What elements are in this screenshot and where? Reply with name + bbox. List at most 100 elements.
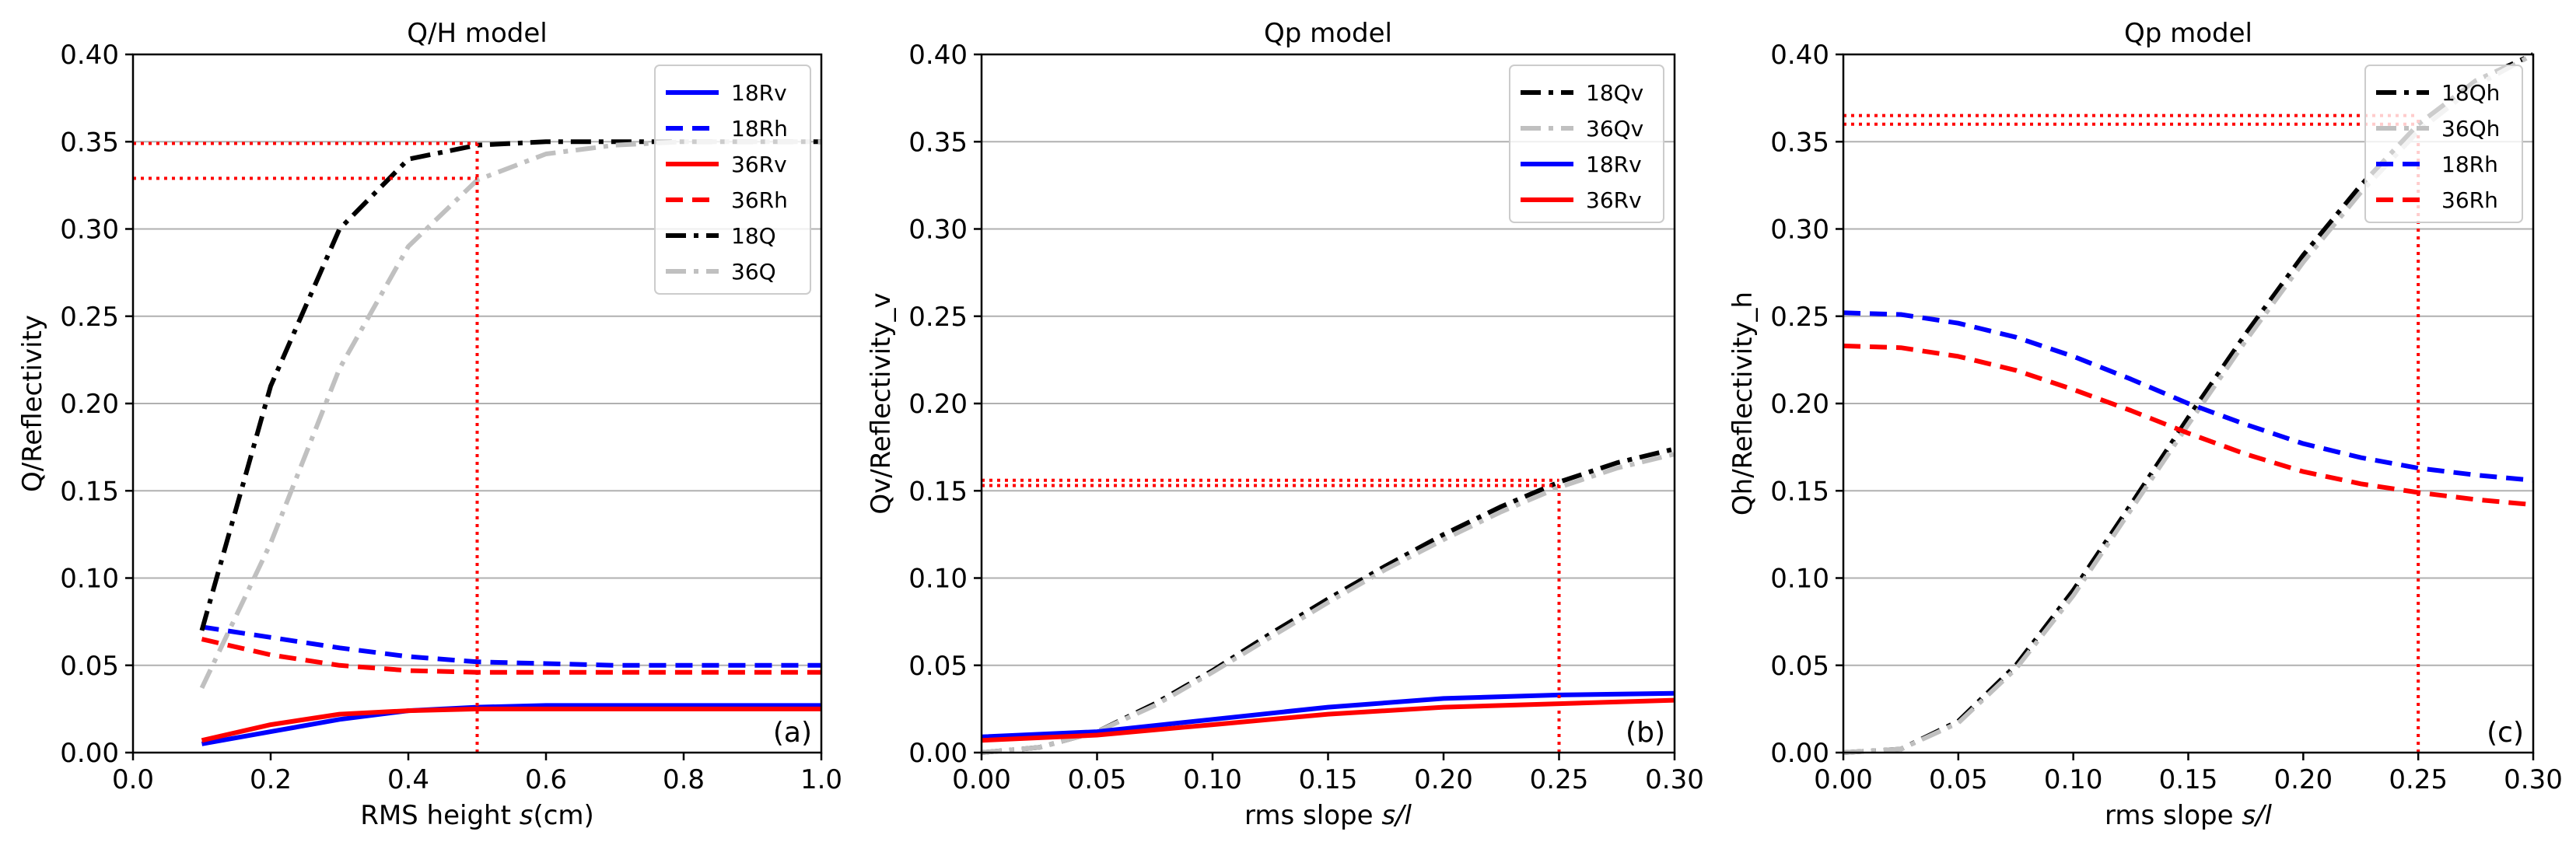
x-axis-title-text: rms slope [1244, 800, 1381, 831]
y-tick-label: 0.40 [908, 40, 968, 71]
legend-label: 36Q [731, 259, 776, 285]
legend-label: 18Rv [731, 80, 787, 106]
y-tick-label: 0.05 [60, 651, 119, 682]
series-line-36Qh [1843, 52, 2535, 755]
legend-label: 18Qv [1586, 80, 1643, 106]
legend-label: 36Rh [731, 187, 788, 213]
x-tick-label: 0.20 [2273, 764, 2333, 795]
legend-label: 36Rh [2441, 187, 2498, 213]
y-tick-label: 0.00 [908, 738, 968, 769]
x-axis-title-variable: s/l [2242, 800, 2272, 831]
series-line-18Rh [1843, 310, 2534, 483]
y-tick-label: 0.25 [908, 302, 968, 333]
x-axis-title: rms slope s/l [1244, 800, 1412, 831]
panel-label: (b) [1626, 717, 1665, 749]
y-tick-label: 0.20 [908, 389, 968, 420]
legend-label: 18Q [731, 223, 776, 249]
x-tick-label: 0.25 [1530, 764, 1589, 795]
legend: 18Qv 36Qv 18Rv 36Rv [1509, 65, 1664, 223]
legend-label: 18Rv [1586, 152, 1642, 177]
x-tick-label: 0.00 [952, 764, 1011, 795]
chart-title: Qp model [1264, 18, 1392, 49]
x-tick-label: 0.15 [1299, 764, 1358, 795]
y-tick-label: 0.30 [908, 215, 968, 246]
y-tick-label: 0.35 [1770, 127, 1829, 158]
series-line-36Rh [201, 637, 821, 675]
legend: 18Qh 36Qh 18Rh 36Rh [2364, 65, 2523, 223]
series-line-36Rv [201, 706, 821, 743]
y-tick-label: 0.20 [1770, 389, 1829, 420]
series-line-18Rh [201, 624, 821, 668]
y-tick-label: 0.00 [60, 738, 119, 769]
x-tick-label: 0.25 [2389, 764, 2448, 795]
series-line-36Qv [981, 452, 1675, 755]
y-tick-label: 0.00 [1770, 738, 1829, 769]
panel-1: 0.0 0.2 0.4 0.6 0.8 1.0 0.00 0.05 0.10 0.15 0.20 0.… [17, 18, 842, 831]
x-axis-title-variable: s/l [1381, 800, 1412, 831]
x-tick-label: 0.20 [1414, 764, 1473, 795]
x-tick-label: 0.05 [1068, 764, 1127, 795]
x-axis-title: RMS height s(cm) [360, 800, 594, 831]
y-tick-label: 0.40 [1770, 40, 1829, 71]
y-axis-title: Qh/Reflectivity_h [1727, 292, 1759, 515]
x-tick-label: 0.4 [387, 764, 429, 795]
x-tick-label: 0.0 [112, 764, 154, 795]
series-line-18Rv [981, 690, 1675, 739]
x-tick-label: 0.00 [1814, 764, 1873, 795]
x-tick-label: 0.2 [250, 764, 292, 795]
panel-3: 0.00 0.05 0.10 0.15 0.20 0.25 0.30 0.00 0.05 0.10… [1727, 18, 2563, 831]
series-line-36Q [199, 139, 821, 690]
legend-label: 18Rh [731, 116, 788, 142]
y-axis-title: Qv/Reflectivity_v [866, 292, 897, 514]
x-axis-title-variable: s [520, 800, 534, 831]
y-axis-title: Q/Reflectivity [17, 315, 48, 492]
x-axis-title-unit: (cm) [533, 800, 593, 831]
x-tick-label: 1.0 [800, 764, 842, 795]
y-tick-label: 0.10 [908, 564, 968, 595]
series-line-18Q [199, 139, 821, 631]
x-axis-title-text: rms slope [2105, 800, 2242, 831]
x-tick-label: 0.10 [1183, 764, 1242, 795]
legend-label: 36Qv [1586, 116, 1643, 142]
y-tick-label: 0.10 [1770, 564, 1829, 595]
x-axis-title: rms slope s/l [2105, 800, 2272, 831]
legend-box [1509, 65, 1664, 223]
y-tick-label: 0.25 [1770, 302, 1829, 333]
legend-label: 36Rv [731, 152, 787, 177]
panel-label: (c) [2487, 717, 2524, 749]
y-tick-label: 0.35 [60, 127, 119, 158]
y-tick-label: 0.05 [908, 651, 968, 682]
x-tick-label: 0.30 [2504, 764, 2563, 795]
panel-label: (a) [773, 717, 812, 749]
x-tick-label: 0.8 [663, 764, 705, 795]
y-tick-label: 0.10 [60, 564, 119, 595]
y-tick-label: 0.15 [908, 476, 968, 507]
x-tick-label: 0.15 [2159, 764, 2218, 795]
y-tick-label: 0.15 [1770, 476, 1829, 507]
y-tick-label: 0.30 [60, 215, 119, 246]
legend-label: 36Rv [1586, 187, 1642, 213]
legend-box [2364, 65, 2523, 223]
series-line-36Rh [1843, 343, 2534, 508]
legend-label: 36Qh [2441, 116, 2500, 142]
y-tick-label: 0.30 [1770, 215, 1829, 246]
legend-label: 18Qh [2441, 80, 2500, 106]
x-tick-label: 0.30 [1645, 764, 1704, 795]
y-tick-label: 0.15 [60, 476, 119, 507]
chart-title: Q/H model [407, 18, 547, 49]
panel-2: 0.00 0.05 0.10 0.15 0.20 0.25 0.30 0.00 0.05 0.10… [866, 18, 1704, 831]
legend: 18Rv 18Rh 36Rv 36Rh 18Q 36Q [654, 65, 811, 295]
y-tick-label: 0.40 [60, 40, 119, 71]
series-line-18Rv [201, 703, 821, 746]
chart-title: Qp model [2124, 18, 2252, 49]
x-tick-label: 0.10 [2044, 764, 2103, 795]
y-tick-label: 0.20 [60, 389, 119, 420]
x-tick-label: 0.6 [525, 764, 567, 795]
y-tick-label: 0.25 [60, 302, 119, 333]
x-tick-label: 0.05 [1929, 764, 1988, 795]
x-axis-title-text: RMS height [360, 800, 520, 831]
legend-label: 18Rh [2441, 152, 2498, 177]
y-tick-label: 0.05 [1770, 651, 1829, 682]
